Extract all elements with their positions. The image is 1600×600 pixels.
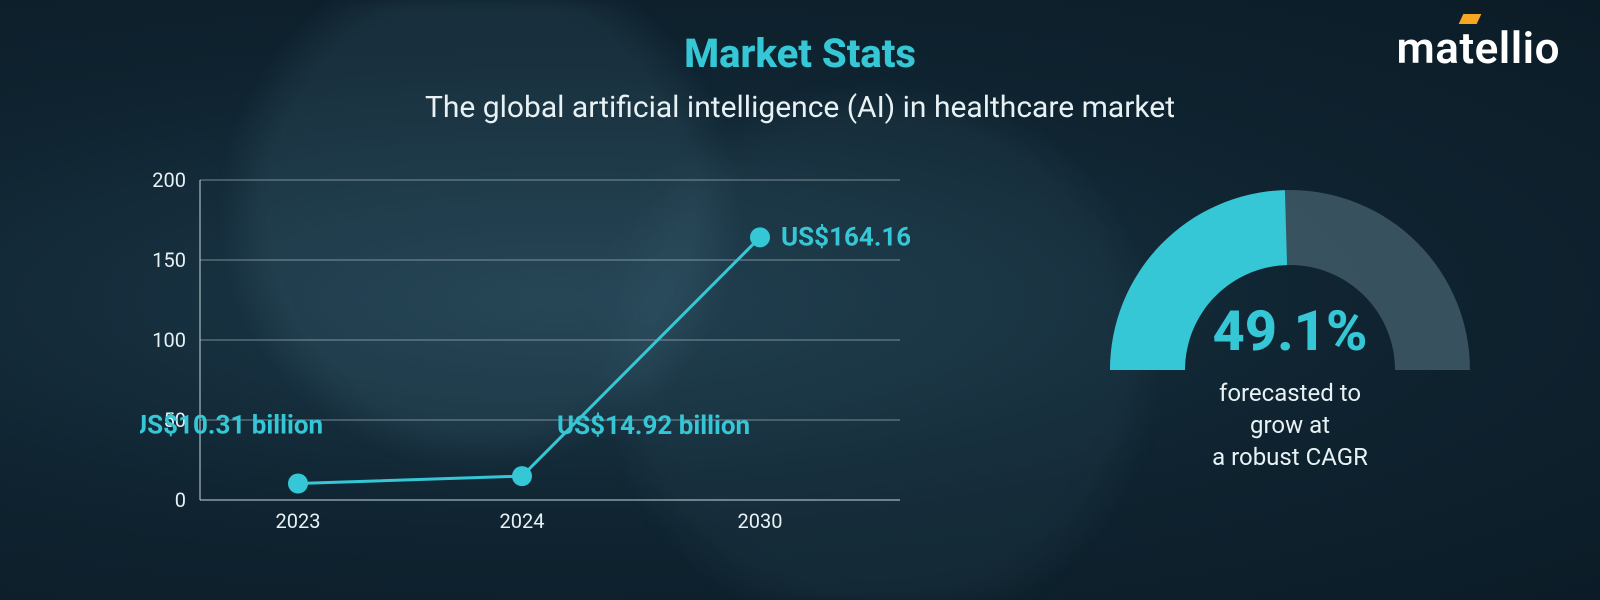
page-title: Market Stats [0,30,1600,77]
donut-value: 49.1% [1190,301,1390,363]
svg-text:2030: 2030 [738,509,783,533]
svg-text:US$164.16 billion: US$164.16 billion [781,222,910,252]
svg-text:0: 0 [175,488,186,512]
svg-text:100: 100 [152,328,186,352]
donut-caption-line2: a robust CAGR [1212,443,1368,471]
donut-center: 49.1% forecasted to grow at a robust CAG… [1190,301,1390,474]
svg-text:200: 200 [152,170,186,192]
page-subtitle: The global artificial intelligence (AI) … [0,90,1600,125]
svg-text:2023: 2023 [276,509,321,533]
donut-caption-line1: forecasted to grow at [1219,378,1361,438]
line-chart: 050100150200202320242030US$10.31 billion… [140,170,910,540]
donut-chart: 49.1% forecasted to grow at a robust CAG… [1090,170,1490,570]
donut-caption: forecasted to grow at a robust CAGR [1190,376,1390,473]
svg-text:US$14.92 billion: US$14.92 billion [557,411,750,441]
svg-text:150: 150 [152,248,186,272]
svg-text:US$10.31 billion: US$10.31 billion [140,411,323,441]
svg-text:2024: 2024 [500,509,545,533]
